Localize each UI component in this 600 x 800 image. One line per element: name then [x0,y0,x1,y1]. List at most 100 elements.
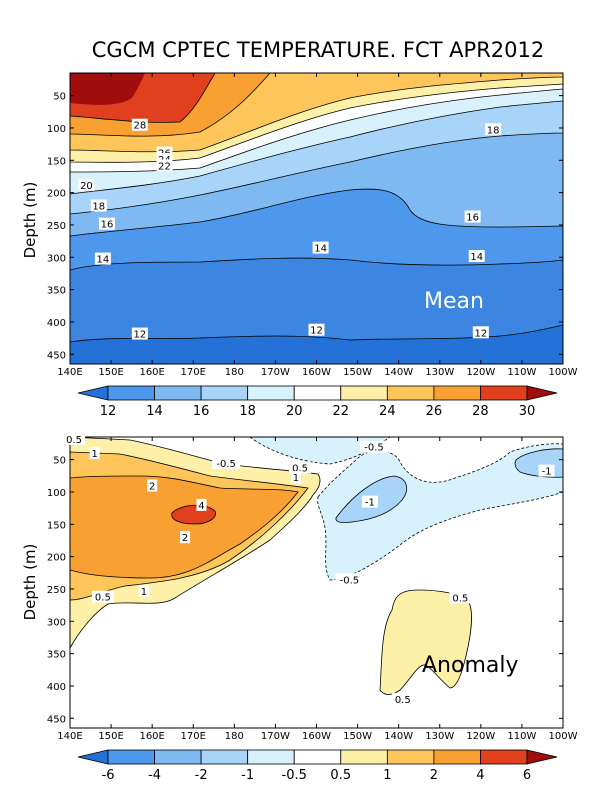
y-tick-label: 100 [47,488,66,499]
colorbar-level-label: 22 [333,404,350,419]
contour-label-text: 0.5 [395,695,411,706]
contour-label-bg [180,531,191,544]
anomaly-band-2-4 [70,475,299,579]
colorbar-segment [107,749,155,765]
contour-label: 16 [98,217,115,231]
mean-core-max [70,73,145,105]
y-tick-label: 300 [47,253,66,264]
colorbar-level-label: 12 [100,404,117,419]
y-tick-label: 400 [47,318,66,329]
mean-y-axis-label: Depth (m) [21,182,39,259]
contour-label-bg [89,447,100,460]
mean-contour-labels: 282624222018161412181614141212 [78,118,502,341]
contour-label-bg [98,217,115,230]
contour-label-text: -0.5 [216,459,236,470]
contour-label: 0.5 [289,461,312,474]
x-tick-label: 110W [507,367,536,378]
x-tick-label: 170E [181,731,206,742]
contour-label: 1 [138,584,149,598]
x-tick-label: 100W [549,731,578,742]
anomaly-y-axis: 50 100 150 200 250 300 350 400 450 [47,456,563,725]
contour-label-text: 14 [470,252,483,263]
contour-label-text: 0.5 [95,593,111,604]
anomaly-band-0.5-east [379,589,472,695]
contour-label-bg [361,495,378,508]
mean-x-axis: 140E 150E 160E 170E 180 170W 160W 150W 140W 130W 1… [57,73,578,378]
contour-label-text: 22 [158,161,171,172]
contour-label: 22 [156,159,173,172]
x-tick-label: 150W [343,731,372,742]
x-tick-label: 170E [181,367,206,378]
y-tick-label: 350 [47,650,66,661]
colorbar-level-label: -4 [148,768,161,783]
contour-label: 1 [290,471,301,484]
contour-label: 12 [131,327,148,341]
contour-label-text: 16 [466,213,479,224]
contour-label-text: 2 [182,533,188,544]
colorbar-level-label: 18 [239,404,256,419]
x-tick-label: 140E [57,731,82,742]
contour-label-text: -1 [542,467,552,478]
contour-label-bg [360,440,389,453]
colorbar-level-label: 4 [476,768,484,783]
contour-label-bg [131,327,148,340]
contour-label-bg [335,573,364,586]
colorbar-level-label: 0.5 [330,768,351,783]
contour-label-text: 14 [314,244,327,255]
contour-label-bg [156,159,173,172]
colorbar-level-label: 16 [193,404,210,419]
y-tick-label: 200 [47,553,66,564]
y-tick-label: 400 [47,682,66,693]
contour-label-text: 16 [101,220,114,231]
x-tick-label: 160W [302,367,331,378]
x-tick-label: 180 [225,367,244,378]
contour-label-bg [138,584,149,597]
contour-label: 12 [472,326,489,339]
x-tick-label: 160W [302,731,331,742]
contour-label-bg [196,498,207,511]
colorbar-segment [340,385,388,401]
y-tick-label: 450 [47,350,66,361]
contour-label-bg [131,118,148,131]
colorbar-level-label: -1 [241,768,254,783]
colorbar-arrow-low [77,749,109,765]
contour-label: 18 [485,123,502,136]
contour-label-text: 1 [293,473,299,484]
x-tick-label: 120W [466,367,495,378]
contour-label: 2 [147,479,158,493]
colorbar-level-label: -2 [195,768,208,783]
x-tick-label: 160E [139,367,164,378]
x-tick-label: 170W [261,731,290,742]
contour-label-text: 14 [96,255,109,266]
y-tick-label: 250 [47,585,66,596]
colorbar-level-label: 24 [379,404,396,419]
contour-label-text: 4 [198,501,204,512]
anomaly-y-axis-label: Depth (m) [21,544,39,621]
contour-label-text: -1 [365,498,375,509]
x-tick-label: 120W [466,731,495,742]
colorbar-segment [247,749,295,765]
contour-label-text: 0.5 [66,435,82,446]
x-tick-label: 170W [261,367,290,378]
contour-label-text: -0.5 [340,575,360,586]
y-tick-label: 50 [53,92,66,103]
contour-label-text: 20 [80,181,93,192]
x-tick-label: 130W [425,731,454,742]
contour-label: 16 [464,210,481,224]
contour-label: 20 [78,178,95,192]
anomaly-band-neg-0.5 [317,443,563,581]
contour-label-text: 28 [133,121,146,132]
y-tick-label: 100 [47,124,66,135]
contour-label: -0.5 [212,456,241,470]
contour-label: 14 [94,252,111,266]
contour-label-bg [538,464,555,477]
colorbar-segment [386,749,435,765]
colorbar-segment [200,749,249,765]
colorbar-level-label: -0.5 [282,768,307,783]
x-tick-label: 150W [343,367,372,378]
colorbar-arrow-low [77,385,109,401]
contour-label-bg [468,250,485,263]
contour-label-text: 12 [310,326,323,337]
